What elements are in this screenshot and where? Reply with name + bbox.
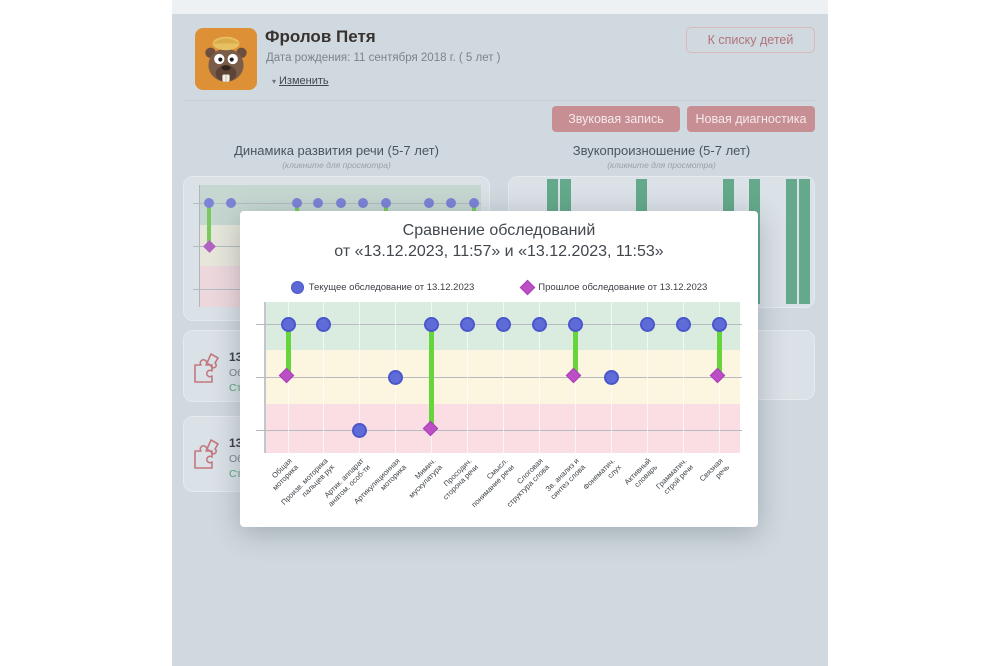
edit-link-label: Изменить [279,75,329,87]
sound-pronunciation-title: Звукопроизношение (5-7 лет) [572,143,751,158]
birth-date: Дата рождения: 11 сентября 2018 г. ( 5 л… [266,52,501,64]
sound-bar [799,179,810,304]
chart-legend: Текущее обследование от 13.12.2023 Прошл… [240,279,758,296]
current-point[interactable] [316,316,332,332]
speech-dynamics-title: Динамика развития речи (5-7 лет) [234,143,439,158]
zone-low [264,404,740,453]
sound-pronunciation-title-block: Звукопроизношение (5-7 лет) (кликните дл… [508,143,815,170]
connector-line [429,324,435,430]
app-top-strip [172,0,828,14]
connector-line [572,324,578,377]
sound-bar [786,179,797,304]
current-point[interactable] [352,422,368,438]
current-point [424,198,434,208]
comparison-chart: Общая моторика Произв. моторика пальцев р… [240,211,758,527]
current-point [381,198,391,208]
legend-item-previous[interactable]: Прошлое обследование от 13.12.2023 [520,279,708,296]
back-to-children-button[interactable]: К списку детей [686,27,815,53]
modal-title-line1: Сравнение обследований [402,222,596,239]
circle-marker-icon [290,281,304,294]
current-point[interactable] [496,316,512,332]
gridline [256,429,742,431]
modal-title-line2: от «13.12.2023, 11:57» и «13.12.2023, 11… [334,243,664,260]
current-point[interactable] [460,316,476,332]
sound-pronunciation-subtitle: (кликните для просмотра) [607,160,716,170]
speech-dynamics-subtitle: (кликните для просмотра) [282,160,391,170]
sound-record-button[interactable]: Звуковая запись [552,106,680,132]
current-point [226,198,236,208]
edit-toggle[interactable]: ▾ Изменить [272,75,329,87]
vertical-gridline [682,302,684,453]
connector-line [285,324,291,377]
current-point [446,198,456,208]
current-point [204,198,214,208]
current-point[interactable] [280,316,296,332]
vertical-gridline [503,302,505,453]
vertical-gridline [538,302,540,453]
current-point [336,198,346,208]
chevron-down-icon: ▾ [272,77,277,86]
beaver-cartoon-image [205,36,247,82]
current-point [358,198,368,208]
puzzle-pieces-icon [194,353,219,383]
puzzle-pieces-icon [194,439,219,469]
vertical-gridline [359,302,361,453]
connector-line [207,203,211,246]
new-diagnostic-button[interactable]: Новая диагностика [687,106,815,132]
current-point[interactable] [567,316,583,332]
previous-point [202,239,216,253]
legend-current-label: Текущее обследование от 13.12.2023 [308,282,475,293]
gridline [256,376,742,378]
speech-dynamics-title-block: Динамика развития речи (5-7 лет) (кликни… [183,143,490,170]
current-point[interactable] [388,369,404,385]
legend-item-current[interactable]: Текущее обследование от 13.12.2023 [290,281,475,294]
comparison-modal: Сравнение обследований от «13.12.2023, 1… [240,211,758,527]
vertical-gridline [467,302,469,453]
vertical-gridline [323,302,325,453]
current-point[interactable] [424,316,440,332]
header-divider [183,100,815,101]
current-point [292,198,302,208]
connector-line [716,324,722,377]
current-point[interactable] [603,369,619,385]
vertical-gridline [646,302,648,453]
current-point[interactable] [531,316,547,332]
y-axis-line [199,185,200,307]
current-point[interactable] [639,316,655,332]
child-name: Фролов Петя [265,27,376,46]
legend-previous-label: Прошлое обследование от 13.12.2023 [538,282,708,293]
current-point [313,198,323,208]
current-point[interactable] [675,316,691,332]
current-point [469,198,479,208]
child-avatar [195,28,257,90]
current-point[interactable] [711,316,727,332]
